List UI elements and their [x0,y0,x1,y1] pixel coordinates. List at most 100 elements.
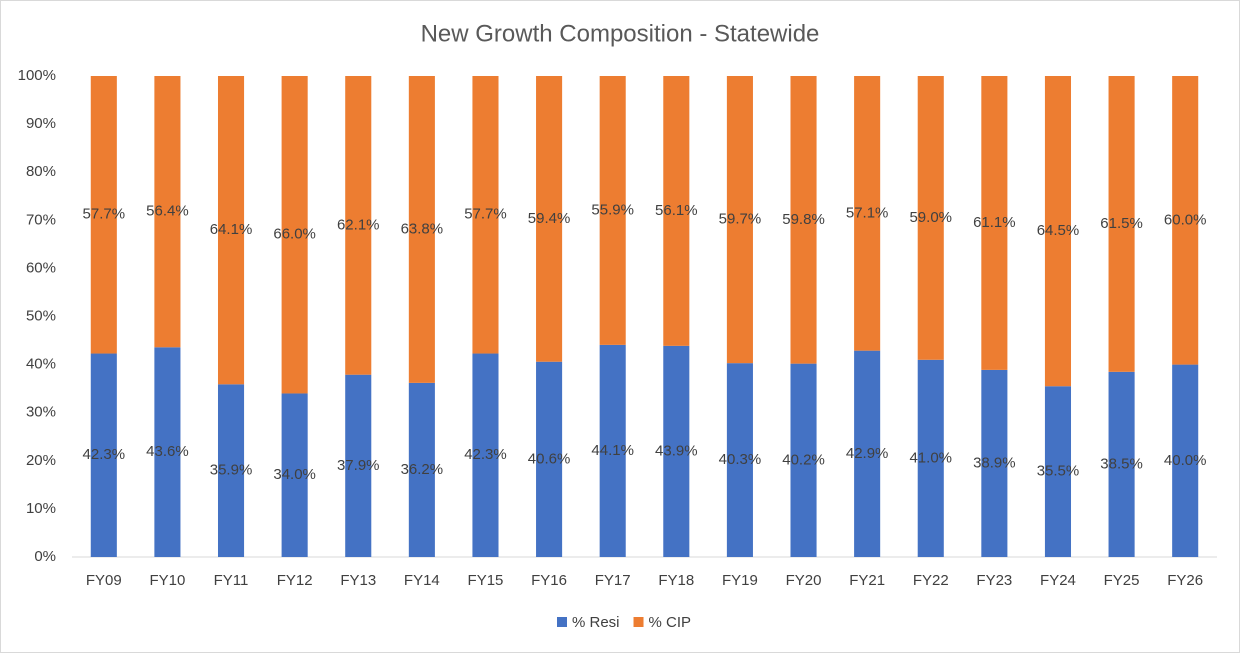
data-label: 37.9% [337,457,380,474]
x-tick-label: FY25 [1104,572,1140,589]
bar-segment [1108,371,1135,557]
x-tick-label: FY24 [1040,572,1076,589]
bar-segment [599,344,626,557]
data-label: 61.1% [973,214,1016,231]
y-tick-label: 40% [26,356,56,373]
bar-segment [154,76,181,348]
y-tick-label: 10% [26,500,56,517]
data-label: 57.1% [846,204,889,221]
bar-segment [217,384,245,557]
data-label: 56.1% [655,202,698,219]
x-tick-label: FY10 [149,572,185,589]
data-label: 43.9% [655,442,698,459]
x-tick-label: FY22 [913,572,949,589]
y-tick-label: 20% [26,452,56,469]
data-label: 40.0% [1164,452,1207,469]
data-label: 57.7% [464,206,507,223]
bar-segment [90,353,117,557]
bar-segment [663,345,690,557]
x-tick-label: FY13 [340,572,376,589]
bar-segment [790,363,817,557]
bar-segment [854,76,881,351]
y-tick-label: 0% [34,548,56,565]
x-tick-label: FY14 [404,572,440,589]
bar-segment [345,76,372,375]
bar-segment [408,382,435,557]
y-tick-label: 30% [26,404,56,421]
bar-segment [917,359,944,557]
data-label: 66.0% [273,226,316,243]
y-tick-label: 70% [26,211,56,228]
y-tick-label: 90% [26,115,56,132]
data-label: 59.0% [909,209,952,226]
data-label: 40.2% [782,451,825,468]
x-tick-label: FY18 [658,572,694,589]
legend-label: % Resi [572,614,620,631]
x-tick-label: FY20 [786,572,822,589]
bar-segment [1044,386,1072,557]
bar-segment [217,76,245,385]
data-label: 35.5% [1037,463,1080,480]
bar-segment [790,76,817,364]
data-label: 56.4% [146,203,189,220]
data-label: 38.9% [973,454,1016,471]
chart-title: New Growth Composition - Statewide [421,20,820,47]
x-tick-label: FY11 [214,572,249,589]
y-tick-label: 100% [18,67,56,84]
data-label: 36.2% [401,461,444,478]
bar-segment [726,76,753,364]
bar-segment [1044,76,1072,387]
bar-segment [536,76,563,362]
bar-segment [536,361,563,557]
data-label: 42.3% [83,446,126,463]
bar-segment [1172,76,1199,365]
y-tick-label: 50% [26,307,56,324]
y-tick-label: 60% [26,259,56,276]
data-label: 63.8% [401,220,444,237]
x-tick-label: FY15 [468,572,504,589]
data-label: 41.0% [909,449,952,466]
data-label: 44.1% [591,442,634,459]
legend-swatch [557,617,567,627]
x-tick-label: FY09 [86,572,122,589]
x-tick-label: FY21 [849,572,885,589]
data-label: 64.5% [1037,222,1080,239]
x-tick-label: FY23 [976,572,1012,589]
bar-segment [472,76,499,354]
data-label: 55.9% [591,201,634,218]
bar-segment [917,76,944,360]
bar-segment [599,76,626,345]
data-label: 34.0% [273,466,316,483]
data-label: 64.1% [210,221,253,238]
data-label: 59.4% [528,210,571,227]
data-label: 42.3% [464,446,507,463]
bar-segment [90,76,117,354]
bar-segment [281,76,308,394]
y-tick-label: 80% [26,163,56,180]
bar-segment [981,369,1008,557]
data-label: 43.6% [146,443,189,460]
x-tick-label: FY17 [595,572,631,589]
bar-segment [1108,76,1135,372]
bar-segment [981,76,1008,370]
x-tick-label: FY19 [722,572,758,589]
legend-label: % CIP [649,614,692,631]
data-label: 59.8% [782,211,825,228]
data-label: 62.1% [337,216,380,233]
data-label: 40.3% [719,451,762,468]
data-label: 61.5% [1100,215,1143,232]
data-label: 60.0% [1164,211,1207,228]
bar-segment [345,374,372,557]
legend-swatch [633,617,644,627]
bar-segment [281,393,308,557]
bar-segment [154,347,181,557]
bar-segment [854,350,881,557]
x-tick-label: FY12 [277,572,313,589]
data-label: 40.6% [528,450,571,467]
bar-segment [726,363,753,557]
x-tick-label: FY26 [1167,572,1203,589]
x-tick-label: FY16 [531,572,567,589]
bar-segment [1172,364,1199,557]
bar-segment [408,76,435,383]
